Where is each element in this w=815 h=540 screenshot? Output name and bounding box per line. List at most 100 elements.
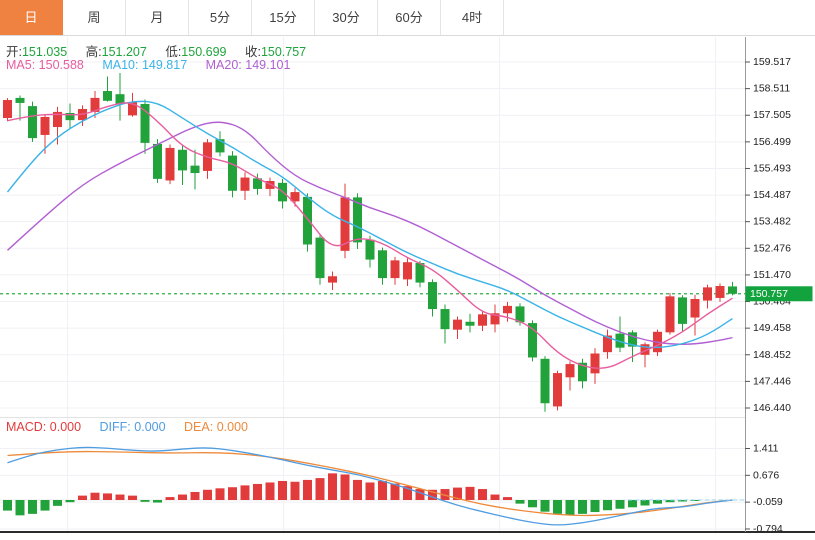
candle-body <box>390 260 400 279</box>
candle-body <box>290 192 300 202</box>
macd-bar <box>290 481 300 500</box>
macd-bar <box>53 500 62 506</box>
dea-line <box>7 450 733 517</box>
price-panel <box>0 73 745 412</box>
open-label: 开: <box>6 45 22 59</box>
axis-tick-label: 148.452 <box>753 349 791 361</box>
macd-bar <box>253 483 262 500</box>
axis-tick-label: 146.440 <box>753 402 791 414</box>
current-price-tag-label: 150.757 <box>750 288 788 300</box>
candle-body <box>40 116 50 135</box>
candle-body <box>190 165 200 174</box>
macd-bar <box>15 500 25 516</box>
axis-tick-label: 151.470 <box>753 269 791 281</box>
tab-4hour[interactable]: 4时 <box>441 0 504 35</box>
ma20-label: MA20: <box>205 58 242 72</box>
candle-body <box>340 197 350 251</box>
macd-value: 0.000 <box>49 420 82 434</box>
candle-body <box>453 319 462 330</box>
macd-bar <box>153 500 162 503</box>
gridlines <box>0 37 745 531</box>
low-field: 低:150.699 <box>165 45 226 59</box>
macd-bar <box>78 495 87 500</box>
candle-body <box>715 286 725 298</box>
macd-readout: MACD: 0.000 DIFF: 0.000 DEA: 0.000 <box>6 420 263 434</box>
candle-body <box>728 286 737 294</box>
axis-tick-label: 154.487 <box>753 189 791 201</box>
ma20-field: MA20: 149.101 <box>206 58 291 72</box>
candle-body <box>528 323 537 358</box>
candle-body <box>215 139 225 153</box>
macd-bar <box>540 500 550 512</box>
tab-60min[interactable]: 60分 <box>378 0 441 35</box>
macd-bar <box>353 479 362 500</box>
dea-value: 0.000 <box>216 420 248 434</box>
macd-bar <box>115 494 125 500</box>
macd-bar <box>628 500 637 508</box>
axis-tick-label: 149.458 <box>753 322 791 334</box>
macd-bar <box>303 479 312 500</box>
tab-15min[interactable]: 15分 <box>252 0 315 35</box>
candle-body <box>253 178 262 189</box>
macd-bar <box>365 482 375 500</box>
macd-bar <box>440 489 450 500</box>
candle-body <box>315 237 325 279</box>
candle-body <box>428 282 437 310</box>
axis-tick-label: 153.482 <box>753 216 791 228</box>
macd-label: MACD: <box>6 420 47 434</box>
open-field: 开:151.035 <box>6 45 67 59</box>
ma10-field: MA10: 149.817 <box>102 58 187 72</box>
macd-bar <box>265 482 275 500</box>
tab-month[interactable]: 月 <box>126 0 189 35</box>
ma20-value: 149.101 <box>245 58 291 72</box>
macd-bar <box>103 493 112 500</box>
candle-body <box>515 306 525 323</box>
macd-bar <box>428 489 437 500</box>
diff-line <box>7 446 733 526</box>
tab-day[interactable]: 日 <box>0 0 63 35</box>
tab-5min[interactable]: 5分 <box>189 0 252 35</box>
macd-bar <box>390 483 400 500</box>
macd-bar <box>28 500 37 514</box>
macd-bar <box>615 500 625 509</box>
high-field: 高:151.207 <box>86 45 147 59</box>
right-axis: 159.517 158.511 157.505 156.499 155.493 154.4… <box>0 37 815 535</box>
macd-bar <box>490 494 500 500</box>
macd-bar <box>640 500 650 506</box>
candle-body <box>103 91 112 101</box>
macd-bar <box>653 500 662 504</box>
macd-bar <box>453 487 462 500</box>
candle-body <box>228 155 237 191</box>
candle-body <box>53 111 62 128</box>
candle-body <box>65 112 75 121</box>
macd-bar <box>203 489 212 500</box>
axis-tick-label: 152.476 <box>753 242 791 254</box>
tab-30min[interactable]: 30分 <box>315 0 378 35</box>
macd-bar <box>578 500 587 514</box>
ma5-value: 150.588 <box>38 58 84 72</box>
macd-panel <box>0 446 745 526</box>
ma10-line <box>6 100 733 349</box>
macd-bar <box>603 500 612 511</box>
candle-body <box>415 263 425 283</box>
macd-bar <box>178 494 187 500</box>
tab-week[interactable]: 周 <box>63 0 126 35</box>
macd-bar <box>565 500 575 516</box>
axis-tick-label: 157.505 <box>753 109 791 121</box>
axis-tick-label: 155.493 <box>753 162 791 174</box>
ma-readout: MA5: 150.588 MA10: 149.817 MA20: 149.101 <box>6 58 305 72</box>
candle-body <box>440 309 450 330</box>
current-price-tag <box>745 286 813 302</box>
high-label: 高: <box>85 45 102 59</box>
candle-body <box>15 97 25 103</box>
dea-label: DEA: <box>184 420 214 434</box>
macd-bar <box>553 500 562 514</box>
candle-body <box>640 344 650 355</box>
macd-bar <box>228 487 237 500</box>
macd-bar <box>128 495 137 500</box>
diff-field: DIFF: 0.000 <box>100 420 166 434</box>
macd-bar <box>378 481 387 500</box>
candle-body <box>503 305 512 314</box>
timeframe-tabs: 日周月 5分 15分 30分 60分 4时 <box>0 0 815 36</box>
